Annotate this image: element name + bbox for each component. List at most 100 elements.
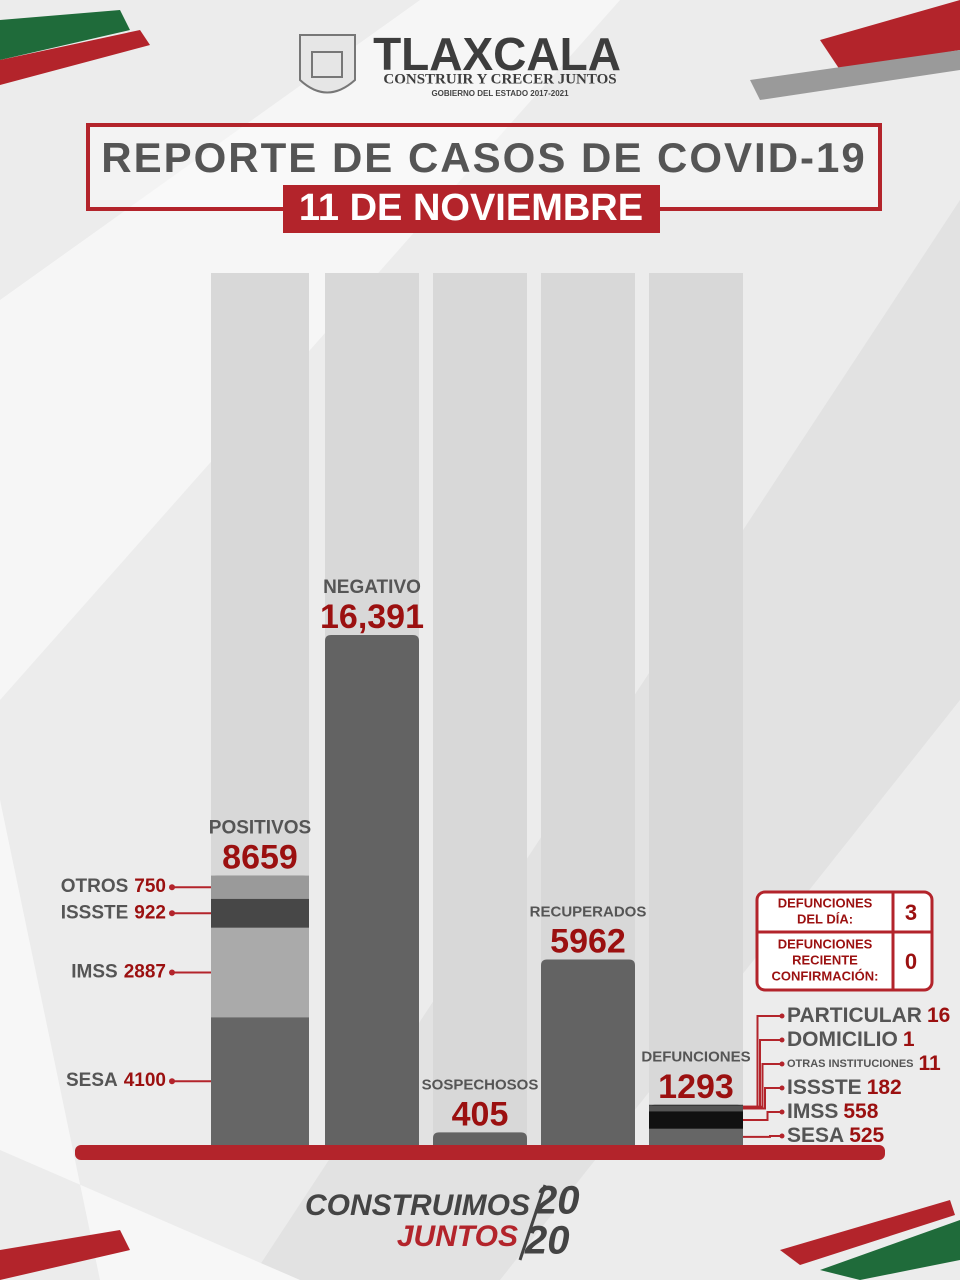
segment-value: 558 bbox=[843, 1100, 878, 1123]
daily-box-label: RECIENTE bbox=[792, 952, 858, 967]
daily-box-label: CONFIRMACIÓN: bbox=[772, 968, 879, 983]
segment-label: OTRAS INSTITUCIONES 11 bbox=[787, 1052, 941, 1075]
connector bbox=[743, 1087, 782, 1110]
segment-name: IMSS bbox=[787, 1100, 838, 1123]
footer-line1: CONSTRUIMOS bbox=[305, 1189, 530, 1222]
segment-value: 1 bbox=[903, 1028, 915, 1051]
connector-dot bbox=[779, 1109, 785, 1115]
bar-segment bbox=[211, 898, 309, 928]
title: REPORTE DE CASOS DE COVID-19 bbox=[101, 134, 866, 181]
category-label: DEFUNCIONES bbox=[641, 1049, 750, 1066]
segment-label: IMSS 558 bbox=[787, 1100, 879, 1123]
daily-box-value: 3 bbox=[905, 900, 917, 925]
category-label: SOSPECHOSOS bbox=[422, 1076, 539, 1093]
value-label: 1293 bbox=[658, 1068, 734, 1106]
subtitle-band bbox=[283, 185, 660, 233]
segment-value: 750 bbox=[134, 876, 166, 897]
segment-name: DOMICILIO bbox=[787, 1028, 898, 1051]
value-label: 8659 bbox=[222, 839, 298, 877]
corner-stripe bbox=[820, 0, 960, 70]
bar-segment bbox=[649, 1105, 743, 1112]
value-label: 5962 bbox=[550, 922, 626, 960]
connector-dot bbox=[169, 910, 175, 917]
footer-year-top: 20 bbox=[534, 1179, 580, 1223]
bar-segment bbox=[211, 875, 309, 899]
daily-box-value: 0 bbox=[905, 949, 917, 974]
segment-name: OTROS bbox=[61, 876, 129, 897]
segment-name: SESA bbox=[787, 1124, 844, 1147]
value-label: 405 bbox=[452, 1095, 509, 1133]
value-label: 16,391 bbox=[320, 598, 424, 636]
footer-year-bottom: 20 bbox=[524, 1219, 570, 1263]
daily-box-label: DEFUNCIONES bbox=[778, 895, 873, 910]
segment-value: 11 bbox=[919, 1052, 942, 1075]
segment-label: DOMICILIO 1 bbox=[787, 1028, 915, 1051]
government: GOBIERNO DEL ESTADO 2017-2021 bbox=[431, 89, 569, 98]
category-label: RECUPERADOS bbox=[530, 903, 647, 920]
bar-segment bbox=[211, 1017, 309, 1145]
segment-label: ISSSTE 182 bbox=[787, 1076, 902, 1099]
daily-box-label: DEFUNCIONES bbox=[778, 936, 873, 951]
segment-name: ISSSTE bbox=[61, 902, 129, 923]
bg-shape bbox=[0, 800, 300, 1280]
segment-label: ISSSTE 922 bbox=[61, 902, 166, 923]
connector-dot bbox=[169, 969, 175, 976]
corner-stripe bbox=[0, 30, 150, 85]
bar-track bbox=[433, 273, 527, 1145]
segment-label: OTROS 750 bbox=[61, 876, 166, 897]
corner-stripe bbox=[0, 1230, 130, 1280]
bar-segment bbox=[211, 927, 309, 1018]
segment-value: 922 bbox=[134, 902, 166, 923]
baseline bbox=[75, 1145, 885, 1160]
segment-name: OTRAS INSTITUCIONES bbox=[787, 1058, 914, 1070]
segment-label: PARTICULAR 16 bbox=[787, 1004, 950, 1027]
connector-dot bbox=[779, 1133, 785, 1139]
bar-segment bbox=[649, 1104, 743, 1106]
bar-segment bbox=[649, 1128, 743, 1145]
segment-value: 182 bbox=[867, 1076, 902, 1099]
bar-track bbox=[649, 273, 743, 1145]
segment-value: 4100 bbox=[124, 1070, 166, 1091]
segment-name: PARTICULAR bbox=[787, 1004, 922, 1027]
bar-segment bbox=[649, 1111, 743, 1129]
shield bbox=[299, 34, 356, 94]
segment-label: IMSS 2887 bbox=[71, 962, 166, 983]
segment-name: SESA bbox=[66, 1070, 118, 1091]
segment-value: 525 bbox=[849, 1124, 884, 1147]
category-label: NEGATIVO bbox=[323, 577, 421, 598]
connector-dot bbox=[779, 1037, 785, 1043]
connector bbox=[743, 1015, 782, 1108]
category-label: POSITIVOS bbox=[209, 818, 311, 839]
footer-slash bbox=[518, 1184, 547, 1261]
connector-dot bbox=[779, 1061, 785, 1067]
shield-tower bbox=[311, 51, 343, 78]
connector bbox=[743, 1135, 782, 1138]
segment-value: 2887 bbox=[124, 962, 166, 983]
daily-box bbox=[755, 890, 934, 992]
connector-dot bbox=[779, 1013, 785, 1019]
connector bbox=[743, 1111, 782, 1121]
connector-dot bbox=[169, 884, 175, 891]
connector-dot bbox=[779, 1085, 785, 1091]
footer-line2: JUNTOS bbox=[397, 1220, 518, 1253]
bg-shape bbox=[0, 0, 620, 700]
segment-name: IMSS bbox=[71, 962, 117, 983]
corner-stripe bbox=[0, 10, 130, 60]
connector-dot bbox=[169, 1078, 175, 1085]
brand: TLAXCALA bbox=[373, 28, 621, 80]
corner-stripe bbox=[780, 1200, 955, 1265]
bar bbox=[433, 1132, 527, 1145]
segment-label: SESA 525 bbox=[787, 1124, 885, 1147]
bar bbox=[325, 635, 419, 1145]
segment-value: 16 bbox=[927, 1004, 950, 1027]
corner-stripe bbox=[750, 50, 960, 100]
bar bbox=[541, 959, 635, 1145]
corner-stripe bbox=[820, 1220, 960, 1280]
bar-segment bbox=[649, 1105, 743, 1106]
segment-label: SESA 4100 bbox=[66, 1070, 166, 1091]
daily-box-label: DEL DÍA: bbox=[797, 911, 853, 926]
segment-name: ISSSTE bbox=[787, 1076, 862, 1099]
slogan: CONSTRUIR Y CRECER JUNTOS bbox=[383, 71, 616, 87]
subtitle: 11 DE NOVIEMBRE bbox=[299, 187, 643, 229]
